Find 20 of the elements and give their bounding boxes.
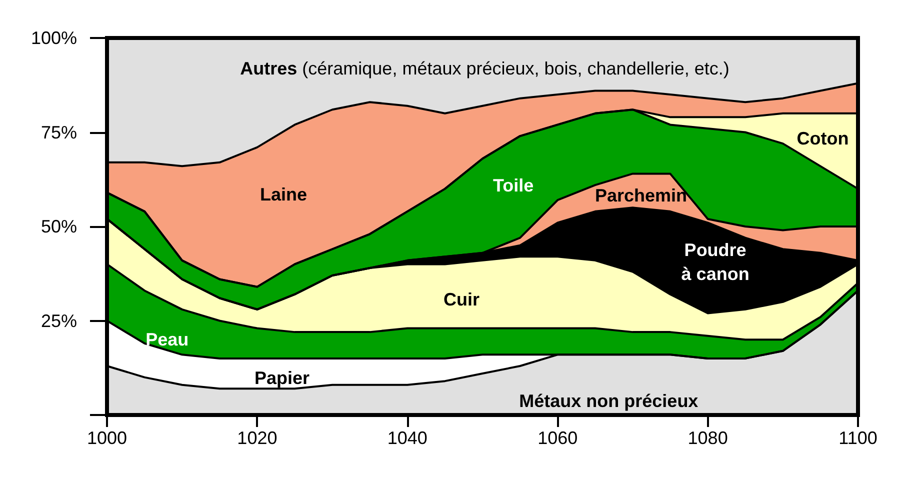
series-label: Autres (céramique, métaux précieux, bois, chandellerie, etc.)	[240, 58, 730, 78]
x-tick-label: 1020	[237, 428, 278, 448]
series-label: Poudre à canon	[681, 240, 750, 284]
y-tick-label: 100%	[30, 28, 77, 48]
y-tick-label: 75%	[40, 122, 77, 142]
x-tick-label: 1000	[86, 428, 128, 448]
series-label: Cuir	[443, 289, 480, 310]
x-tick-label: 1040	[387, 428, 428, 448]
y-tick-label: 50%	[40, 216, 77, 236]
y-tick-label: 25%	[40, 310, 77, 331]
series-label: Parchemin	[594, 185, 687, 206]
series-label: Toile	[492, 175, 534, 196]
series-label: Papier	[254, 368, 310, 388]
series-label: Métaux non précieux	[519, 391, 698, 412]
series-label: Peau	[146, 330, 189, 350]
x-tick-label: 1100	[838, 428, 878, 448]
x-tick-label: 1060	[538, 428, 578, 448]
series-label: Laine	[260, 184, 307, 204]
x-tick-label: 1080	[688, 428, 728, 448]
series-label: Coton	[796, 128, 849, 148]
